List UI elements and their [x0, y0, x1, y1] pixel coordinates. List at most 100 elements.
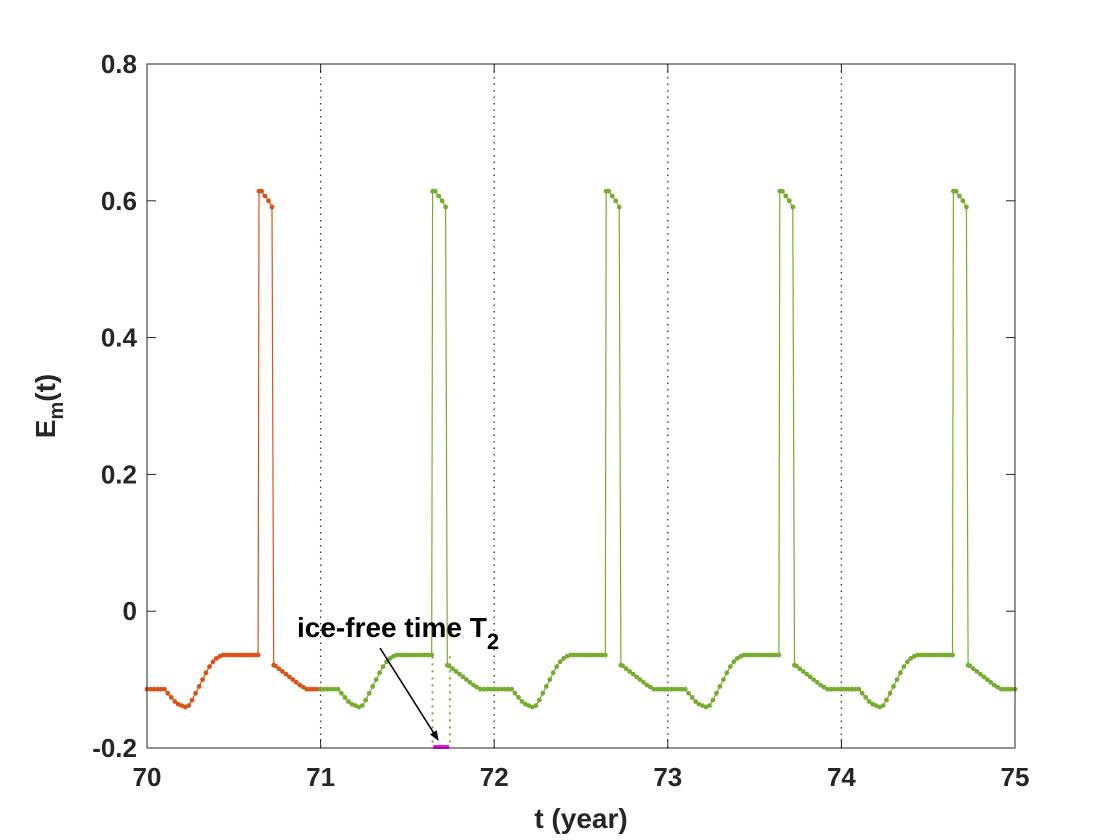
data-point	[825, 686, 830, 692]
data-point	[828, 686, 834, 692]
data-point	[571, 652, 577, 658]
annotation-text: ice-free time T2	[297, 612, 499, 654]
x-tick-label: 74	[827, 762, 856, 792]
data-point	[290, 677, 296, 682]
data-point	[408, 652, 414, 658]
data-point	[151, 686, 157, 692]
data-point	[970, 666, 976, 672]
data-point	[186, 703, 192, 708]
y-tick-label: 0.8	[101, 49, 137, 79]
data-point	[328, 686, 334, 692]
data-point	[634, 674, 639, 680]
data-point	[661, 686, 667, 692]
data-point	[967, 663, 973, 669]
data-point	[602, 652, 608, 658]
data-point	[887, 690, 893, 696]
data-point	[505, 686, 511, 692]
data-point	[981, 674, 987, 680]
data-point	[162, 686, 167, 692]
ticks-layer: 70 71 72 73 74 75 -0.2 0 0.2 0.4 0.6 0.8	[92, 49, 1029, 792]
data-point	[543, 684, 549, 689]
data-point	[280, 669, 285, 674]
data-point	[432, 188, 438, 194]
x-tick-label: 73	[653, 762, 682, 792]
data-point	[450, 666, 455, 672]
data-point	[457, 671, 462, 677]
data-point	[623, 666, 629, 672]
data-point	[273, 663, 278, 669]
data-point	[502, 686, 507, 692]
data-point	[387, 656, 393, 661]
x-tick-label: 71	[306, 762, 335, 792]
data-point	[398, 652, 403, 658]
data-point	[620, 663, 626, 669]
data-point	[405, 652, 410, 658]
data-point	[984, 677, 990, 682]
data-point	[172, 699, 178, 704]
data-point	[762, 652, 768, 658]
data-point	[512, 690, 518, 696]
data-point	[894, 677, 900, 682]
data-point	[193, 690, 199, 696]
data-point	[995, 684, 1000, 690]
data-point	[519, 699, 525, 704]
data-point	[891, 684, 896, 689]
data-point	[582, 652, 587, 658]
data-point	[790, 204, 796, 210]
data-point	[1009, 686, 1014, 692]
data-point	[498, 686, 504, 692]
data-point	[866, 699, 872, 704]
data-point	[929, 652, 935, 658]
data-point	[339, 690, 344, 696]
data-point	[1005, 686, 1011, 692]
data-point	[679, 686, 685, 692]
data-point	[800, 669, 806, 674]
data-point	[766, 652, 771, 658]
data-point	[852, 686, 858, 692]
data-point	[311, 686, 317, 692]
data-point	[436, 193, 441, 199]
data-point	[977, 671, 983, 677]
data-point	[210, 659, 216, 665]
data-point	[908, 656, 914, 661]
data-point	[964, 204, 969, 210]
y-tick-label: 0.4	[101, 323, 138, 353]
data-point	[585, 652, 591, 658]
x-tick-label: 70	[133, 762, 162, 792]
data-point	[550, 670, 556, 676]
data-point	[918, 652, 924, 658]
data-point	[672, 686, 678, 692]
data-point	[394, 652, 400, 658]
data-point	[797, 666, 803, 672]
data-point	[561, 656, 566, 661]
data-point	[148, 686, 153, 692]
data-point	[592, 652, 598, 658]
data-point	[793, 663, 799, 669]
data-point	[158, 686, 164, 692]
data-point	[155, 686, 160, 692]
data-point	[884, 697, 889, 703]
data-point	[252, 652, 257, 658]
data-point	[957, 193, 962, 199]
data-point	[380, 664, 386, 669]
data-point	[748, 652, 754, 658]
data-point	[616, 204, 622, 210]
data-point	[346, 699, 351, 704]
data-point	[752, 652, 757, 658]
data-point	[248, 652, 254, 658]
data-point	[814, 679, 820, 685]
data-point	[707, 703, 712, 708]
data-point	[811, 677, 816, 682]
data-point	[488, 686, 494, 692]
data-point	[974, 669, 980, 674]
data-point	[363, 697, 369, 703]
data-point	[464, 677, 469, 682]
data-point	[200, 677, 206, 682]
data-point	[925, 652, 931, 658]
plot-background	[147, 64, 1015, 748]
data-point	[686, 690, 691, 696]
data-point	[675, 686, 681, 692]
data-point	[998, 686, 1004, 692]
data-point	[578, 652, 584, 658]
